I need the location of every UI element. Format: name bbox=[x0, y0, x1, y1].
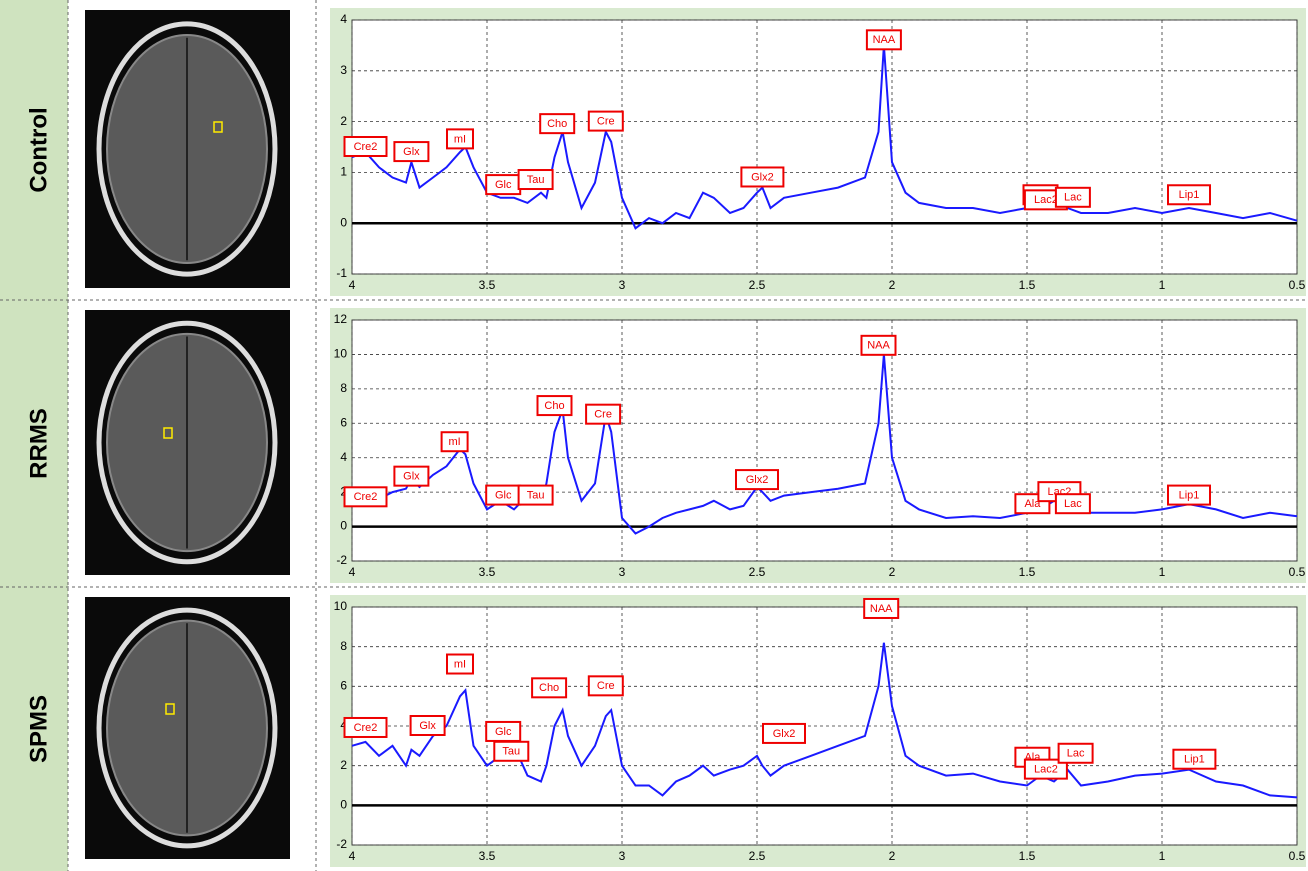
y-tick-label: 12 bbox=[334, 312, 348, 326]
page: Control-10123443.532.521.510.5Cre2GlxmIG… bbox=[0, 0, 1308, 871]
peak-label: Cho bbox=[547, 118, 567, 130]
y-tick-label: 2 bbox=[340, 114, 347, 128]
row-label: SPMS bbox=[25, 695, 52, 763]
y-tick-label: 2 bbox=[340, 758, 347, 772]
x-tick-label: 2 bbox=[889, 565, 896, 579]
y-tick-label: 6 bbox=[340, 679, 347, 693]
x-tick-label: 3 bbox=[619, 849, 626, 863]
peak-label: Glx2 bbox=[773, 728, 796, 740]
y-tick-label: 8 bbox=[340, 381, 347, 395]
peak-label: Lac2 bbox=[1034, 194, 1058, 206]
peak-label: Glx bbox=[403, 471, 420, 483]
x-tick-label: 2 bbox=[889, 849, 896, 863]
peak-label: Lac2 bbox=[1034, 764, 1058, 776]
peak-label: Cho bbox=[544, 400, 564, 412]
x-tick-label: 1.5 bbox=[1019, 565, 1036, 579]
x-tick-label: 1.5 bbox=[1019, 278, 1036, 292]
x-tick-label: 2 bbox=[889, 278, 896, 292]
peak-label: NAA bbox=[870, 603, 893, 615]
y-tick-label: 10 bbox=[334, 347, 348, 361]
y-tick-label: -1 bbox=[336, 266, 347, 280]
x-tick-label: 0.5 bbox=[1289, 849, 1306, 863]
x-tick-label: 3 bbox=[619, 278, 626, 292]
figure: Control-10123443.532.521.510.5Cre2GlxmIG… bbox=[0, 0, 1308, 871]
peak-label: Cre2 bbox=[354, 722, 378, 734]
peak-label: Glx2 bbox=[746, 474, 769, 486]
y-tick-label: 3 bbox=[340, 63, 347, 77]
x-tick-label: 3.5 bbox=[479, 565, 496, 579]
peak-label: Lac bbox=[1064, 192, 1082, 204]
plot-area bbox=[352, 20, 1297, 274]
peak-label: Lac bbox=[1064, 498, 1082, 510]
peak-label: Cre2 bbox=[354, 491, 378, 503]
x-tick-label: 2.5 bbox=[749, 278, 766, 292]
peak-label: Glx bbox=[403, 146, 420, 158]
y-tick-label: 0 bbox=[340, 215, 347, 229]
x-tick-label: 0.5 bbox=[1289, 278, 1306, 292]
y-tick-label: 10 bbox=[334, 599, 348, 613]
peak-label: Glc bbox=[495, 179, 512, 191]
peak-label: mI bbox=[454, 133, 466, 145]
y-tick-label: 8 bbox=[340, 639, 347, 653]
y-tick-label: -2 bbox=[336, 553, 347, 567]
y-tick-label: 0 bbox=[340, 798, 347, 812]
peak-label: Glc bbox=[495, 726, 512, 738]
peak-label: Lip1 bbox=[1184, 754, 1205, 766]
peak-label: Tau bbox=[502, 746, 520, 758]
peak-label: Glx2 bbox=[751, 171, 774, 183]
y-tick-label: 0 bbox=[340, 519, 347, 533]
x-tick-label: 1 bbox=[1159, 278, 1166, 292]
x-tick-label: 1 bbox=[1159, 565, 1166, 579]
y-tick-label: 6 bbox=[340, 415, 347, 429]
y-tick-label: 1 bbox=[340, 165, 347, 179]
peak-label: NAA bbox=[867, 340, 890, 352]
peak-label: Tau bbox=[527, 174, 545, 186]
x-tick-label: 3.5 bbox=[479, 278, 496, 292]
x-tick-label: 0.5 bbox=[1289, 565, 1306, 579]
plot-area bbox=[352, 320, 1297, 561]
peak-label: mI bbox=[448, 436, 460, 448]
peak-label: Lac bbox=[1067, 748, 1085, 760]
peak-label: Cre bbox=[594, 409, 612, 421]
peak-label: Lip1 bbox=[1179, 189, 1200, 201]
x-tick-label: 3 bbox=[619, 565, 626, 579]
peak-label: Tau bbox=[527, 489, 545, 501]
peak-label: Cre bbox=[597, 116, 615, 128]
peak-label: Cre bbox=[597, 680, 615, 692]
x-tick-label: 4 bbox=[349, 565, 356, 579]
y-tick-label: 4 bbox=[340, 12, 347, 26]
y-tick-label: 4 bbox=[340, 450, 347, 464]
x-tick-label: 2.5 bbox=[749, 565, 766, 579]
x-tick-label: 4 bbox=[349, 278, 356, 292]
peak-label: Lip1 bbox=[1179, 489, 1200, 501]
x-tick-label: 2.5 bbox=[749, 849, 766, 863]
peak-label: NAA bbox=[873, 34, 896, 46]
row-label: Control bbox=[25, 107, 52, 192]
x-tick-label: 3.5 bbox=[479, 849, 496, 863]
x-tick-label: 4 bbox=[349, 849, 356, 863]
row-label: RRMS bbox=[25, 408, 52, 479]
peak-label: Glc bbox=[495, 489, 512, 501]
x-tick-label: 1 bbox=[1159, 849, 1166, 863]
x-tick-label: 1.5 bbox=[1019, 849, 1036, 863]
peak-label: Cho bbox=[539, 682, 559, 694]
peak-label: Glx bbox=[419, 720, 436, 732]
y-tick-label: -2 bbox=[336, 837, 347, 851]
peak-label: mI bbox=[454, 658, 466, 670]
peak-label: Cre2 bbox=[354, 141, 378, 153]
